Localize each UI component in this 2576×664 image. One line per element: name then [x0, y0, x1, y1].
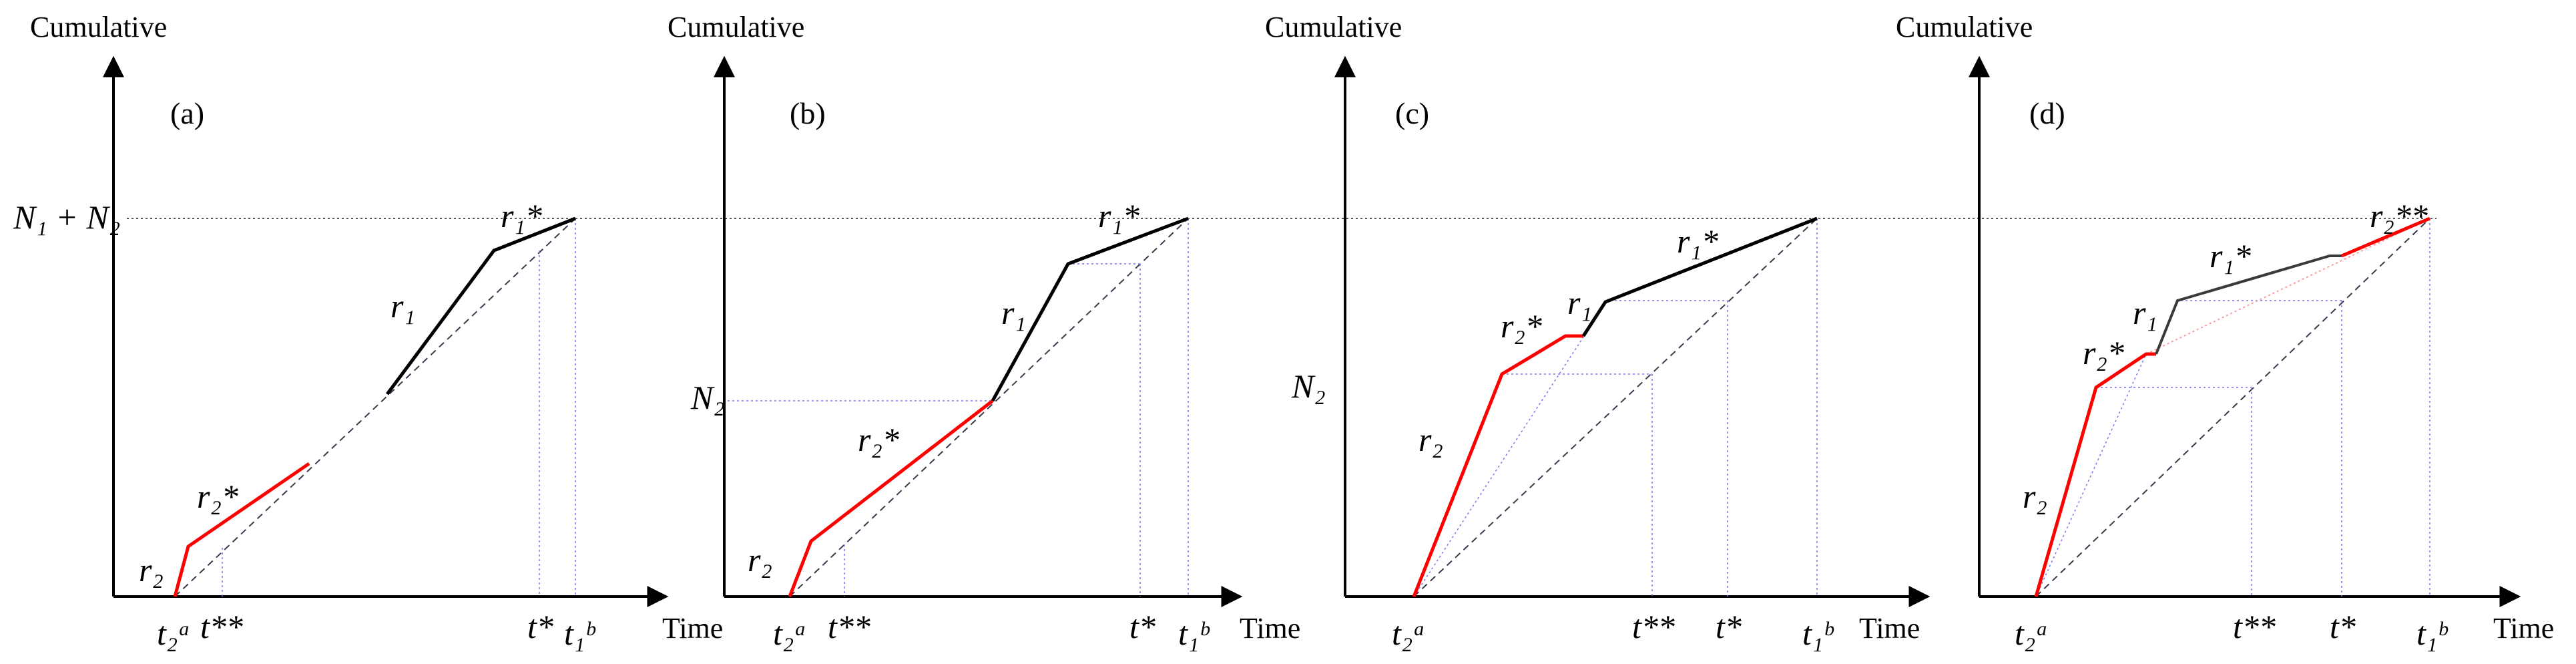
curve-label-r1: r₁ — [1001, 294, 1026, 331]
curve-label-r2: r₂ — [2023, 478, 2047, 515]
x-axis-label: Time — [662, 612, 723, 645]
pink-guide — [2145, 218, 2430, 355]
tick-label: t** — [2233, 608, 2276, 645]
level-label: N₁ + N₂ — [13, 198, 120, 236]
dashed-diagonal — [2035, 218, 2430, 597]
guide-line — [2035, 353, 2147, 597]
black-curve — [385, 216, 576, 395]
guide-line — [1413, 333, 1586, 597]
x-axis-label: Time — [1859, 612, 1920, 645]
tick-label: t* — [2330, 608, 2356, 645]
tick-label: t₁ᵇ — [564, 615, 596, 652]
red-curve — [788, 399, 994, 597]
tick-label: t** — [828, 608, 870, 645]
black-curve — [991, 216, 1189, 402]
black-curve — [1581, 216, 1818, 337]
curve-label-r1-star: r₁* — [2210, 237, 2251, 275]
curve-label-r1: r₁ — [1567, 284, 1592, 321]
y-axis-label: Cumulative — [30, 11, 167, 43]
tick-label: t₂ᵃ — [157, 615, 191, 652]
tick-label: t₁ᵇ — [2416, 615, 2449, 652]
red-curve — [2034, 352, 2156, 597]
red-curve-end — [2341, 216, 2430, 258]
curve-label-r2-star: r₂* — [2083, 334, 2124, 371]
panel-b: Cumulative Time (b) N₂ r₂ r₂* r₁ r₁* t₂ᵃ… — [668, 11, 1300, 652]
red-curve — [1412, 334, 1583, 597]
dashed-diagonal — [174, 218, 576, 597]
panel-c: Cumulative Time (c) N₂ r₂ r₂* r₁ r₁* t₂ᵃ… — [1265, 11, 1930, 652]
panel-label: (a) — [170, 96, 204, 130]
curve-label-r2: r₂ — [1419, 421, 1443, 458]
tick-label: t₂ᵃ — [2015, 615, 2049, 652]
tick-label: t* — [527, 608, 553, 645]
panel-label: (c) — [1395, 96, 1429, 130]
red-curve — [173, 462, 310, 597]
level-label: N₂ — [1291, 367, 1326, 405]
level-label: N₂ — [690, 379, 725, 416]
tick-label: t₁ᵇ — [1178, 615, 1210, 652]
panel-label: (d) — [2029, 96, 2065, 130]
y-axis-label: Cumulative — [668, 11, 804, 43]
tick-label: t* — [1716, 608, 1742, 645]
curve-label-r1: r₁ — [391, 287, 415, 325]
y-axis-label: Cumulative — [1265, 11, 1402, 43]
curve-label-r1-star: r₁* — [1098, 197, 1139, 234]
tick-label: t₂ᵃ — [1392, 615, 1426, 652]
dashed-diagonal — [789, 218, 1189, 597]
dashed-diagonal — [1413, 218, 1818, 597]
tick-label: t** — [200, 608, 243, 645]
curve-label-r1-star: r₁* — [501, 197, 542, 234]
curve-label-r2: r₂ — [139, 551, 164, 589]
curve-label-r2-star: r₂* — [197, 478, 238, 515]
panel-label: (b) — [790, 96, 826, 130]
x-axis-label: Time — [1240, 612, 1300, 645]
curve-label-r2-star: r₂* — [1501, 307, 1542, 345]
curve-label-r2-double-star: r₂** — [2370, 197, 2428, 234]
tick-label: t₂ᵃ — [773, 615, 807, 652]
curve-label-r2: r₂ — [748, 541, 772, 578]
panel-d: Cumulative Time (d) r₂ r₂* r₁ r₁* r₂** t… — [1896, 11, 2554, 652]
y-axis-label: Cumulative — [1896, 11, 2033, 43]
curve-label-r2-star: r₂* — [858, 421, 899, 458]
tick-label: t₁ᵇ — [1802, 615, 1834, 652]
tick-label: t* — [1129, 608, 1155, 645]
curve-label-r1: r₁ — [2133, 294, 2157, 331]
curve-label-r1-star: r₁* — [1677, 222, 1718, 260]
panel-a: Cumulative Time (a) N₁ + N₂ r₂ r₂* r₁ r₁… — [13, 11, 723, 652]
tick-label: t** — [1632, 608, 1675, 645]
black-curve — [2155, 255, 2342, 355]
x-axis-label: Time — [2493, 612, 2554, 645]
